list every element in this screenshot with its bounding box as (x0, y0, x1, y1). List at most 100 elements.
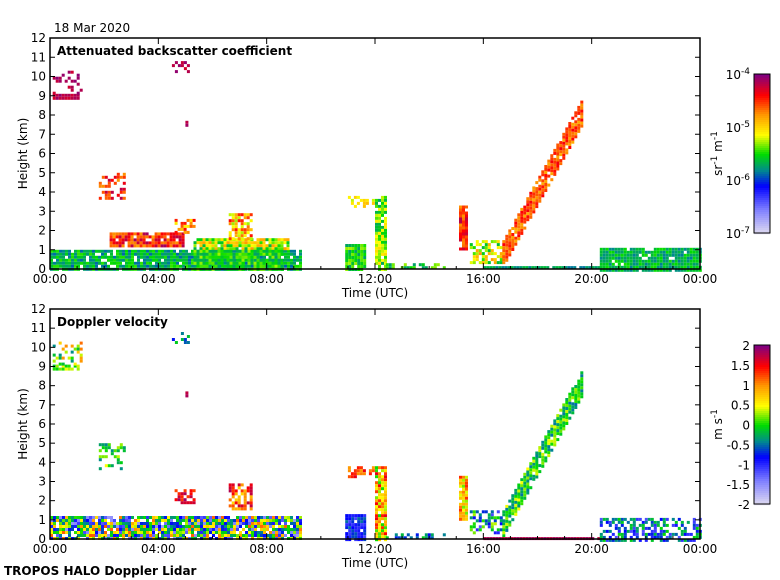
data-cell (384, 240, 387, 244)
data-cell (347, 475, 351, 479)
data-cell (104, 190, 108, 194)
data-cell (272, 516, 275, 519)
data-cell (290, 534, 293, 537)
data-cell (469, 525, 473, 529)
data-cell (487, 261, 491, 265)
data-cell (202, 255, 206, 259)
data-cell (605, 247, 609, 251)
data-cell (107, 193, 111, 197)
data-cell (231, 495, 235, 499)
data-cell (508, 508, 512, 512)
data-cell (122, 522, 125, 525)
colorbar-swatch (754, 403, 770, 406)
data-cell (611, 538, 615, 542)
data-cell (134, 531, 137, 534)
data-cell (227, 525, 230, 528)
data-cell (662, 517, 666, 521)
data-cell (526, 467, 530, 471)
data-cell (227, 534, 230, 537)
data-cell (218, 516, 221, 519)
data-cell (244, 264, 248, 268)
data-cell (83, 525, 86, 528)
data-cell (86, 525, 89, 528)
data-cell (211, 249, 215, 253)
data-cell (611, 517, 615, 521)
data-cell (384, 258, 387, 262)
data-cell (119, 525, 122, 528)
data-cell (553, 172, 557, 176)
data-cell (565, 130, 569, 134)
data-cell (249, 234, 253, 238)
data-cell (351, 532, 355, 536)
data-cell (95, 249, 98, 253)
data-cell (193, 261, 197, 265)
data-cell (173, 261, 176, 265)
data-cell (371, 201, 375, 205)
y-tick-label: 8 (38, 379, 46, 393)
data-cell (357, 526, 361, 530)
data-cell (381, 466, 384, 470)
data-cell (677, 535, 681, 539)
data-cell (362, 201, 366, 205)
data-cell (641, 532, 645, 536)
data-cell (391, 266, 395, 270)
data-cell (116, 446, 120, 450)
data-cell (351, 529, 355, 533)
data-cell (695, 268, 699, 272)
data-cell (110, 252, 113, 256)
data-cell (134, 525, 137, 528)
data-cell (602, 535, 606, 539)
data-cell (465, 238, 468, 242)
data-cell (553, 440, 557, 444)
colorbar-swatch (754, 110, 770, 113)
data-cell (278, 516, 281, 519)
data-cell (359, 198, 363, 202)
data-cell (179, 249, 182, 253)
data-cell (146, 531, 149, 534)
data-cell (481, 525, 485, 529)
data-cell (371, 466, 375, 470)
data-cell (511, 506, 515, 510)
data-cell (251, 519, 254, 522)
data-cell (553, 419, 557, 423)
data-cell (77, 528, 80, 531)
data-cell (577, 382, 581, 386)
data-cell (272, 528, 275, 531)
data-cell (125, 252, 128, 256)
data-cell (164, 522, 167, 525)
data-cell (214, 258, 218, 262)
data-cell (76, 344, 80, 348)
colorbar-swatch (754, 154, 770, 157)
data-cell (56, 528, 59, 531)
data-cell (101, 443, 105, 447)
y-tick-label: 12 (31, 31, 46, 45)
data-cell (523, 496, 527, 500)
data-cell (173, 258, 176, 262)
data-cell (462, 226, 465, 230)
data-cell (650, 265, 654, 269)
data-cell (360, 526, 364, 530)
data-cell (131, 264, 134, 268)
data-cell (381, 478, 384, 482)
y-tick-label: 11 (31, 321, 46, 335)
data-cell (89, 525, 92, 528)
data-cell (272, 534, 275, 537)
tick-base: 10 (726, 121, 741, 135)
data-cell (58, 76, 62, 80)
data-cell (580, 389, 584, 393)
data-cell (125, 258, 128, 262)
data-cell (268, 252, 272, 256)
data-cell (357, 265, 361, 268)
y-tick-label: 1 (38, 513, 46, 527)
data-cell (249, 492, 253, 496)
y-tick-label: 12 (31, 302, 46, 316)
data-cell (608, 520, 612, 524)
colorbar-swatch (754, 204, 770, 207)
data-cell (641, 265, 645, 269)
data-cell (553, 166, 557, 170)
data-cell (200, 252, 203, 256)
data-cell (599, 250, 603, 254)
colorbar-swatch (754, 114, 770, 117)
colorbar-swatch (754, 389, 770, 392)
data-cell (574, 111, 578, 115)
